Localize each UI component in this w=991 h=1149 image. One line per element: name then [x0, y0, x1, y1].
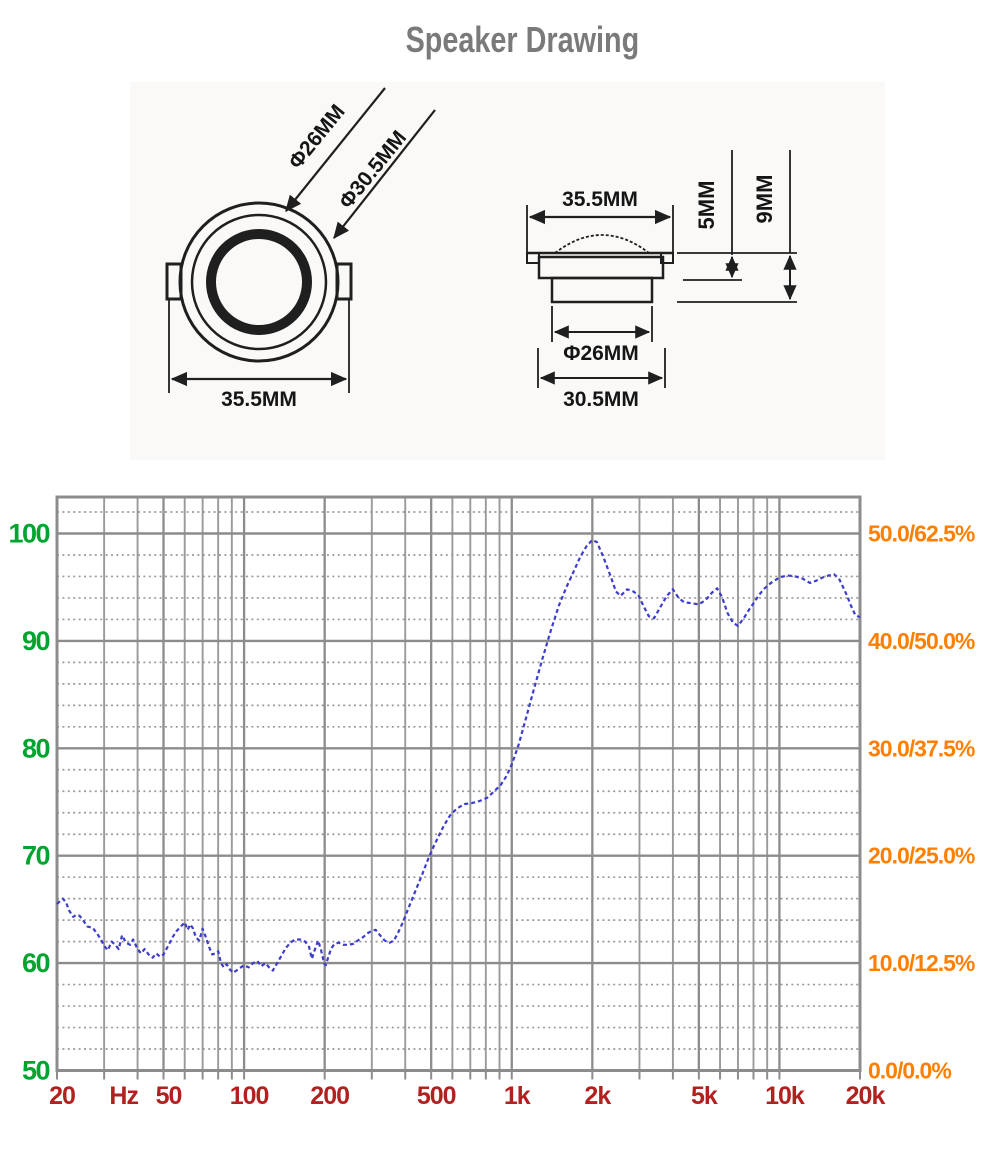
side-dim-depth-total: 9MM [752, 175, 777, 224]
x-axis-label: Hz [109, 1082, 138, 1110]
y-axis-right-label: 10.0/12.5% [868, 950, 975, 976]
side-dim-magnet-diameter: Φ26MM [563, 342, 639, 365]
x-axis-label: 200 [310, 1082, 349, 1110]
title-group: Speaker Drawing [406, 19, 640, 60]
y-axis-left-label: 70 [22, 841, 50, 871]
y-axis-left-label: 90 [22, 626, 50, 656]
y-axis-right-label: 50.0/62.5% [868, 521, 975, 547]
x-axis-label: 500 [417, 1082, 456, 1110]
x-axis-label: 20k [846, 1082, 886, 1110]
speaker-cone-shading [206, 229, 312, 335]
front-dim-width: 35.5MM [221, 388, 297, 411]
leader-outer-diameter [333, 109, 436, 240]
y-axis-left-label: 100 [8, 519, 49, 549]
speaker-magnet [550, 276, 654, 304]
leader-inner-diameter [285, 87, 386, 213]
x-axis-label: 5k [691, 1082, 718, 1110]
y-axis-left-label: 50 [22, 1056, 50, 1086]
speaker-dome [554, 234, 650, 254]
x-axis-label: 10k [765, 1082, 805, 1110]
y-axis-left-label: 80 [22, 733, 50, 763]
side-dim-body-width: 30.5MM [563, 388, 639, 411]
y-axis-right-label: 40.0/50.0% [868, 628, 975, 654]
x-axis-label: 100 [230, 1082, 269, 1110]
y-axis-right-label: 20.0/25.0% [868, 843, 975, 869]
drawing-background [130, 82, 885, 460]
side-dim-depth-front: 5MM [694, 181, 719, 230]
frequency-response-chart: 100 50.0/62.5% 90 40.0/50.0% 80 30.0/37.5% 70 2… [8, 495, 976, 1110]
x-axis-label: 1k [504, 1082, 531, 1110]
side-dim-width-top: 35.5MM [562, 188, 638, 211]
x-axis-label: 2k [584, 1082, 611, 1110]
y-axis-left-label: 60 [22, 948, 50, 978]
response-curve [56, 538, 861, 974]
y-axis-right-label: 30.0/37.5% [868, 735, 975, 761]
y-axis-right-label: 0.0/0.0% [868, 1058, 951, 1084]
mounting-tab-left [165, 262, 183, 301]
side-dim-5mm-group: 5MM [694, 181, 719, 230]
speaker-inner-ring [190, 213, 328, 351]
page-title: Speaker Drawing [406, 19, 640, 60]
x-axis-label: 50 [156, 1082, 182, 1110]
x-axis-label: 20 [49, 1082, 75, 1110]
plot-border [55, 495, 862, 1072]
side-dim-9mm-group: 9MM [752, 175, 777, 224]
mounting-tab-right [335, 262, 353, 301]
side-view-drawing: 35.5MM Φ26MM 30.5MM 5MM 9MM [526, 150, 797, 411]
